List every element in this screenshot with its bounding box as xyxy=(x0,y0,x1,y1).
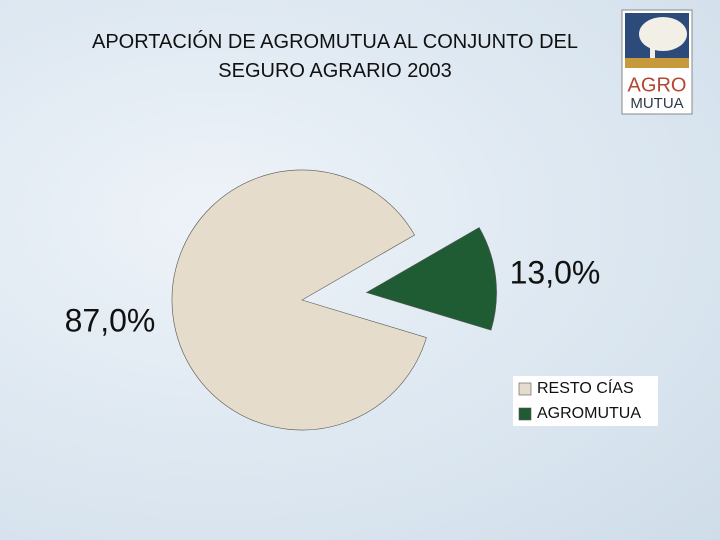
logo-tree xyxy=(639,17,687,51)
logo-field xyxy=(625,58,689,68)
legend: RESTO CÍAS AGROMUTUA xyxy=(513,376,658,426)
logo-text: MUTUA xyxy=(630,95,683,112)
chart-title: APORTACIÓN DE AGROMUTUA AL CONJUNTO DEL … xyxy=(91,31,578,82)
legend-label: AGROMUTUA xyxy=(537,405,641,422)
logo-text: AGRO xyxy=(628,74,687,96)
pie-slice xyxy=(365,227,497,331)
legend-label: RESTO CÍAS xyxy=(537,378,634,397)
legend-box xyxy=(513,376,658,426)
data-label: 13,0% xyxy=(510,254,601,290)
logo: AGRO MUTUA xyxy=(621,9,693,115)
legend-swatch xyxy=(518,382,532,396)
data-label: 87,0% xyxy=(65,302,156,338)
logo-trunk xyxy=(650,40,655,62)
pie-slice xyxy=(171,169,427,431)
legend-swatch xyxy=(518,407,532,421)
